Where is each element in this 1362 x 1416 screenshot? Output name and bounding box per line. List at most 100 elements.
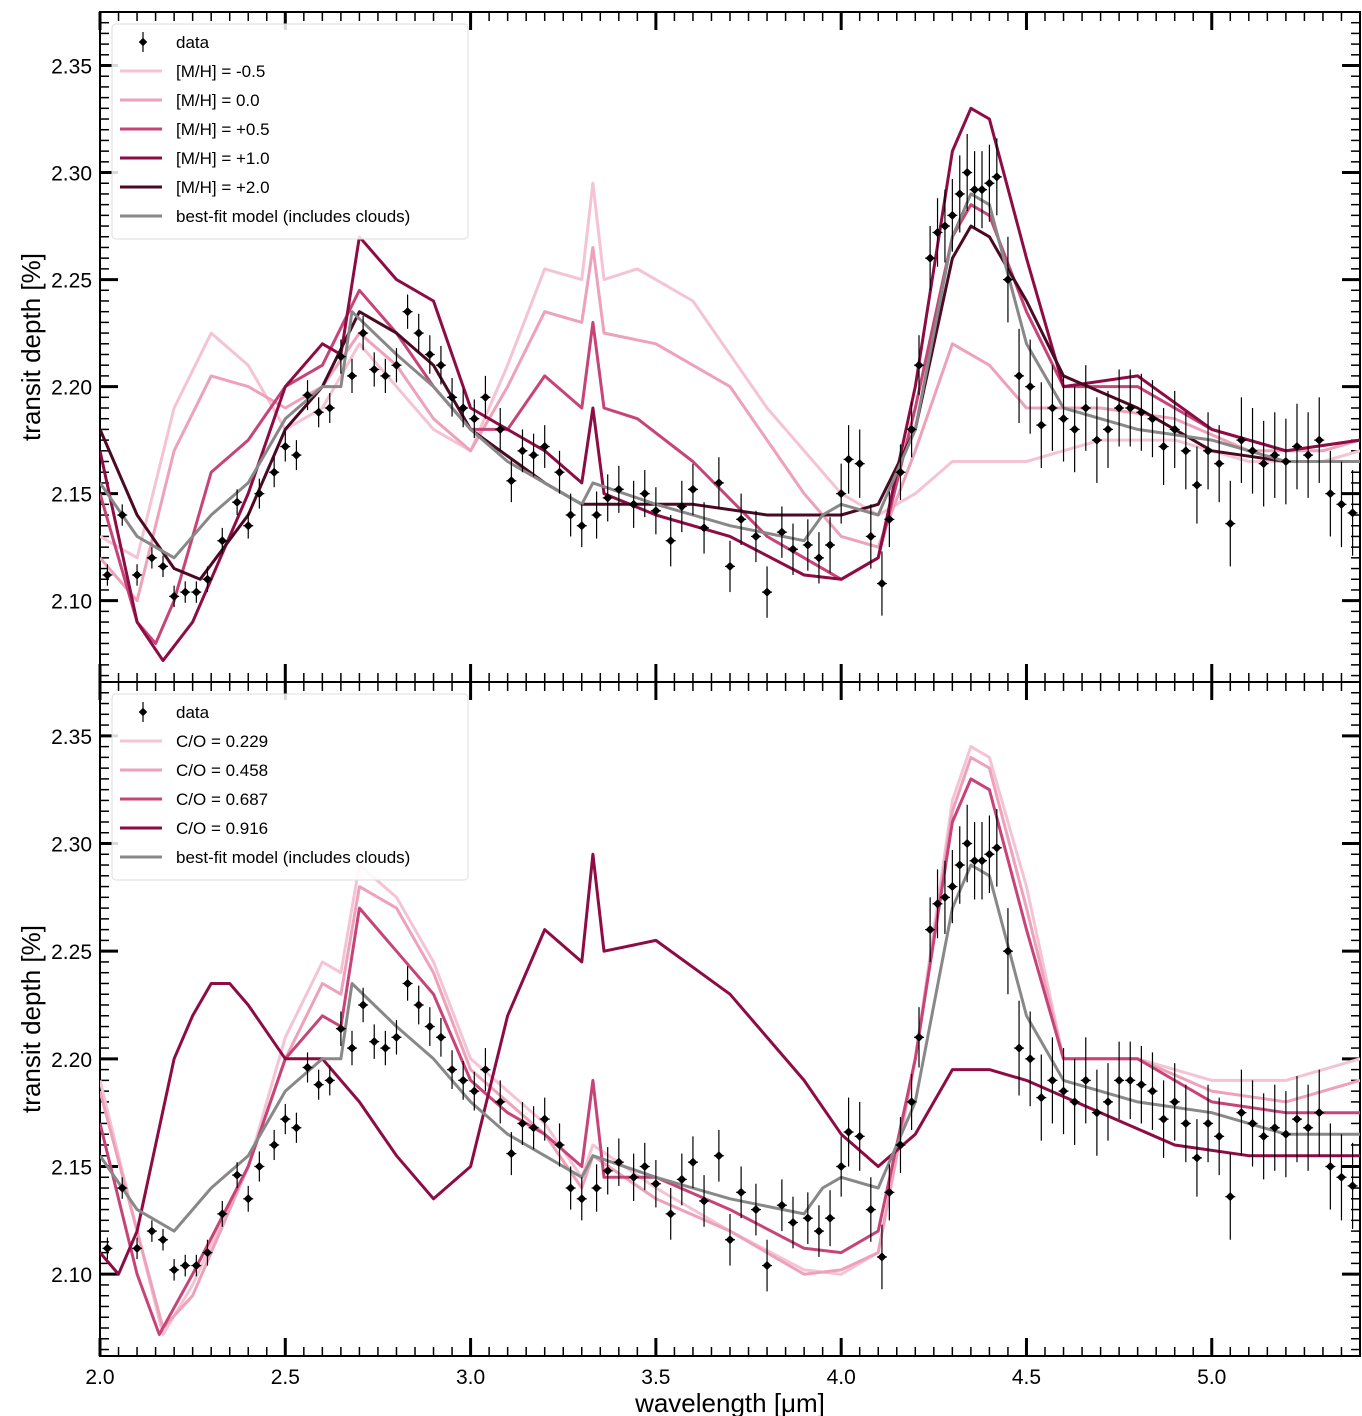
data-point <box>1225 519 1235 529</box>
data-point <box>640 1161 650 1172</box>
data-point <box>925 925 935 935</box>
data-point <box>866 531 876 541</box>
data-point <box>269 467 279 477</box>
data-point <box>280 1114 290 1124</box>
data-point <box>725 561 735 571</box>
data-point <box>1314 435 1324 445</box>
data-point <box>1092 1108 1102 1118</box>
data-point <box>1181 1118 1191 1128</box>
data-point <box>540 1114 550 1124</box>
data-point <box>962 168 972 178</box>
data-point <box>1125 1075 1135 1085</box>
data-point <box>955 189 965 199</box>
series-group <box>100 745 1360 1336</box>
data-point <box>1159 442 1169 452</box>
y-tick-label: 2.20 <box>51 377 92 400</box>
data-point <box>1103 424 1113 434</box>
data-point <box>825 1213 835 1223</box>
data-point <box>629 499 639 509</box>
data-point <box>977 856 987 866</box>
legend-label: C/O = 0.458 <box>176 761 268 780</box>
data-point <box>714 478 724 488</box>
data-point <box>933 899 943 909</box>
data-point <box>925 253 935 263</box>
data-point <box>506 476 516 486</box>
data-point <box>1236 1108 1246 1118</box>
y-tick-label: 2.30 <box>51 163 92 186</box>
y-tick-label: 2.25 <box>51 270 92 293</box>
data-point <box>414 1000 424 1010</box>
data-point <box>751 1205 761 1215</box>
data-point <box>640 489 650 499</box>
y-axis-label: transit depth [%] <box>16 925 46 1113</box>
legend-label: [M/H] = +1.0 <box>176 149 270 168</box>
y-tick-label: 2.25 <box>51 941 92 964</box>
x-tick-label: 3.5 <box>641 1366 670 1389</box>
data-point <box>907 1097 917 1107</box>
data-point <box>529 450 539 460</box>
series-line-0 <box>100 181 1360 560</box>
data-point <box>347 371 357 381</box>
data-point <box>1070 1097 1080 1107</box>
data-point <box>884 1187 894 1197</box>
data-point <box>269 1140 279 1150</box>
data-point <box>977 185 987 195</box>
data-point <box>1047 403 1057 413</box>
data-point <box>962 838 972 849</box>
legend-label-data: data <box>176 703 210 722</box>
data-point <box>243 1194 253 1204</box>
data-point <box>1170 1097 1180 1107</box>
y-tick-label: 2.20 <box>51 1049 92 1072</box>
data-point <box>688 1157 698 1167</box>
top-panel: 2.10 2.15 2.20 2.25 2.30 2.35 transit depth [%… <box>16 11 1361 683</box>
data-point <box>232 497 242 507</box>
data-point <box>358 328 368 338</box>
data-point <box>1348 508 1358 518</box>
x-axis-label: wavelength [μm] <box>634 1388 825 1416</box>
data-point <box>666 536 676 546</box>
data-point <box>777 1200 787 1210</box>
data-point <box>1314 1108 1324 1118</box>
data-point <box>614 1157 624 1167</box>
data-point <box>147 1226 157 1236</box>
series-line-5 <box>100 192 1360 560</box>
data-point <box>714 1151 724 1161</box>
data-point <box>132 570 142 580</box>
data-point <box>1348 1181 1358 1191</box>
data-point <box>191 587 201 597</box>
data-point <box>688 484 698 494</box>
data-point <box>1047 1075 1057 1085</box>
data-point <box>1325 1161 1335 1172</box>
data-point <box>947 882 957 892</box>
data-point <box>992 172 1002 182</box>
data-point <box>1059 414 1069 424</box>
data-point <box>855 459 865 469</box>
y-tick-label: 2.15 <box>51 1157 92 1180</box>
data-point <box>1203 1118 1213 1128</box>
series-line-4 <box>100 863 1360 1233</box>
data-point <box>436 1032 446 1042</box>
data-point <box>877 1252 887 1262</box>
data-point <box>1225 1192 1235 1202</box>
data-point <box>1325 489 1335 499</box>
data-point <box>517 446 527 456</box>
data-point <box>1036 420 1046 430</box>
data-point <box>895 467 905 477</box>
data-point <box>1214 1131 1224 1141</box>
data-point <box>1025 1054 1035 1064</box>
data-point <box>325 403 335 413</box>
data-point <box>651 1179 661 1189</box>
x-tick-label: 5.0 <box>1197 1366 1226 1389</box>
data-point <box>914 360 924 370</box>
data-point <box>358 1000 368 1010</box>
x-tick-label: 3.0 <box>456 1366 485 1389</box>
data-point <box>158 561 168 571</box>
data-point <box>803 1213 813 1223</box>
data-point <box>992 843 1002 853</box>
bottom-panel: 2.10 2.15 2.20 2.25 2.30 2.35 2.0 2.5 3.0 3.5 4.0 4… <box>16 681 1361 1416</box>
legend-label: [M/H] = -0.5 <box>176 62 265 81</box>
data-point <box>1214 459 1224 469</box>
data-point <box>1192 1153 1202 1163</box>
data-point <box>403 978 413 988</box>
legend: data C/O = 0.229 C/O = 0.458 C/O = 0.687 C/O… <box>111 693 469 881</box>
